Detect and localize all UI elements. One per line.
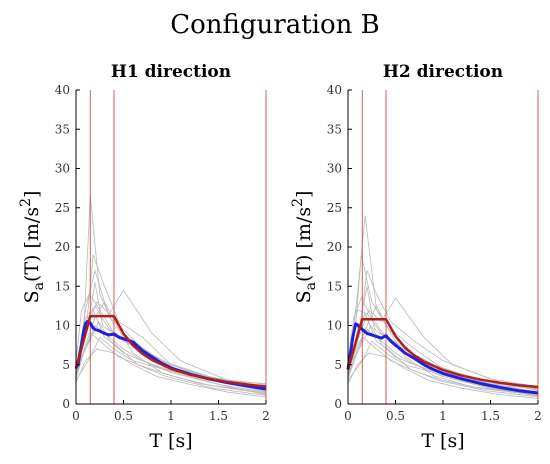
record-spectrum-line [347,328,539,395]
record-spectrum-line [75,195,267,388]
record-spectrum-line [347,254,539,389]
y-tick-label: 10 [55,319,70,333]
chart-title: H1 direction [111,62,231,82]
y-tick-label: 35 [327,122,342,136]
y-axis-label: Sa(T) [m/s2] [290,191,319,304]
record-spectrum-line [347,352,539,399]
record-spectrum-line [75,305,267,392]
record-spectrum-line [75,301,267,394]
chart-title: H2 direction [383,62,503,82]
target-spectrum-line [346,317,539,389]
record-spectrum-line [347,309,539,393]
record-spectrum-line [75,348,267,398]
x-tick-label: 0.5 [114,409,133,423]
y-axis-label: Sa(T) [m/s2] [18,191,47,304]
y-tick-label: 35 [55,122,70,136]
y-tick-label: 10 [327,319,342,333]
y-tick-label: 20 [327,240,342,254]
mean-spectrum-line [74,320,267,391]
record-spectrum-line [347,324,539,388]
record-spectrum-line [347,305,539,395]
y-tick-label: 5 [62,358,70,372]
y-tick-label: 0 [334,397,342,411]
y-tick-label: 20 [55,240,70,254]
chart-panel-2: H2 direction 0 5 10 15 20 25 30 35 40 0 0.5 1 1.5 2 T [… [290,62,542,452]
y-tick-label: 5 [334,358,342,372]
y-tick-label: 25 [327,201,342,215]
x-tick-label: 1 [167,409,175,423]
x-tick-label: 2 [262,409,270,423]
x-axis-label: T [s] [421,430,464,452]
record-spectrum-line [75,308,267,396]
x-tick-label: 2 [534,409,542,423]
record-spectrum-line [347,297,539,392]
y-tick-label: 30 [55,162,70,176]
x-tick-label: 0.5 [386,409,405,423]
y-tick-label: 30 [327,162,342,176]
x-tick-label: 0 [344,409,352,423]
record-spectrum-line [347,215,539,391]
mean-spectrum-line [346,322,539,395]
figure-title: Configuration B [170,10,380,40]
y-tick-label: 15 [327,279,342,293]
y-tick-label: 40 [327,83,342,97]
target-spectrum-line [74,314,267,388]
x-tick-label: 1 [439,409,447,423]
y-tick-label: 25 [55,201,70,215]
x-tick-label: 0 [72,409,80,423]
record-spectrum-line [75,320,267,384]
y-tick-label: 40 [55,83,70,97]
record-spectrum-line [75,293,267,387]
x-tick-label: 1.5 [481,409,500,423]
x-axis-label: T [s] [149,430,192,452]
record-spectrum-line [75,324,267,393]
y-tick-label: 0 [62,397,70,411]
y-tick-label: 15 [55,279,70,293]
x-tick-label: 1.5 [209,409,228,423]
chart-panel-1: H1 direction 0 5 10 15 20 25 30 35 40 0 0.5 1 1.5 2 T [… [18,62,270,452]
